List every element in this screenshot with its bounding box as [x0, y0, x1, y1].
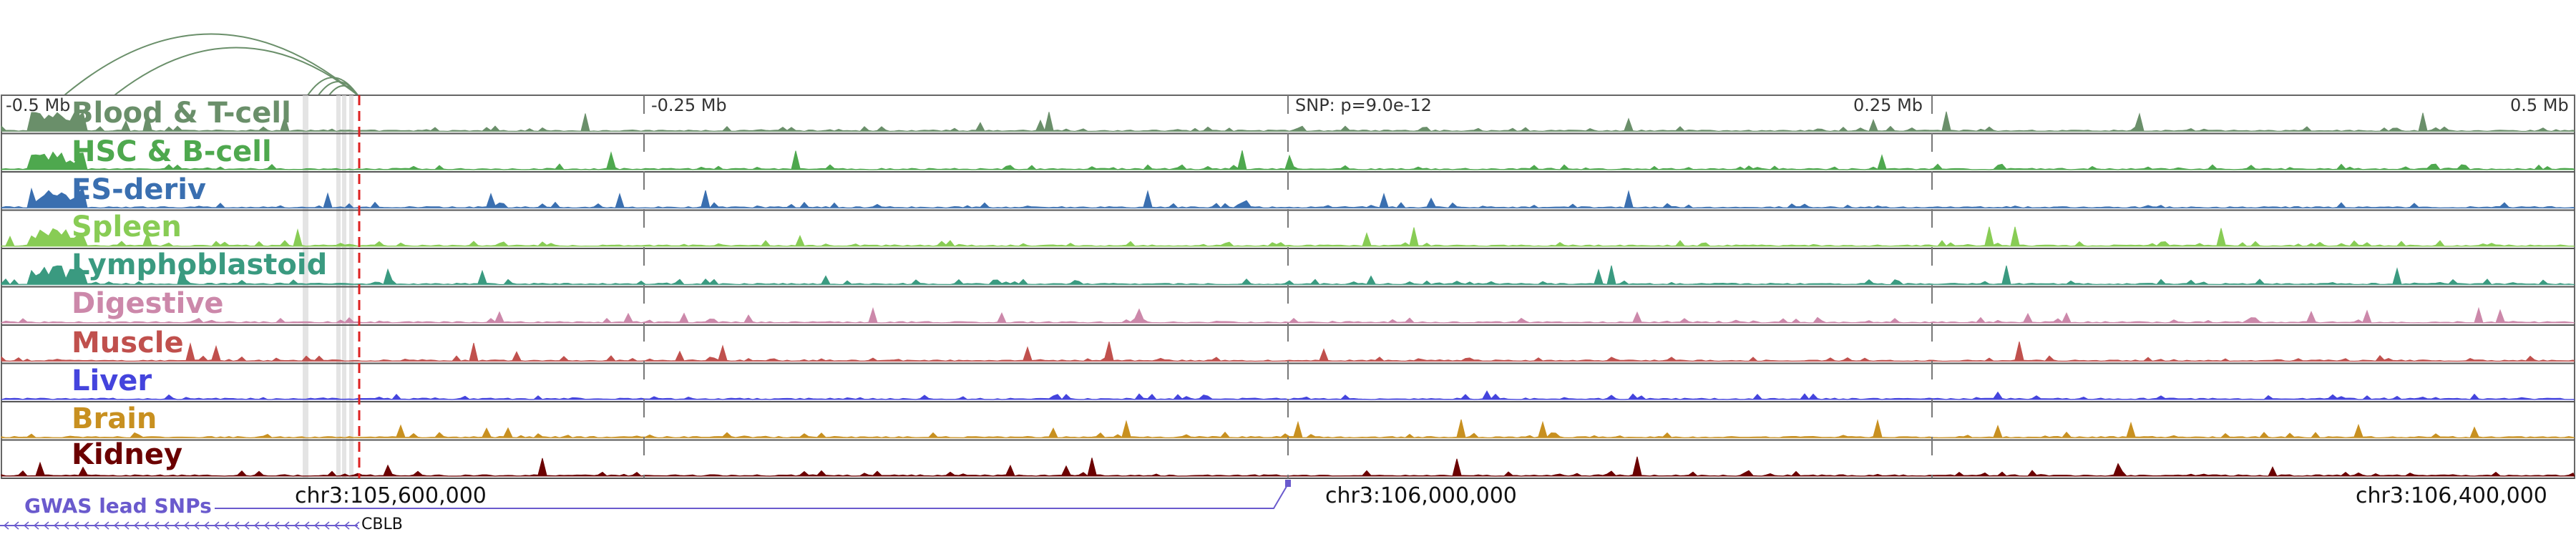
chromatin-loop-arc — [64, 33, 358, 96]
strand-arrow — [153, 521, 160, 530]
strand-arrow — [63, 521, 69, 530]
track-label-spleen[interactable]: Spleen — [72, 211, 182, 243]
track-label-digestive[interactable]: Digestive — [72, 287, 224, 320]
signal-track-1 — [1, 150, 2575, 170]
coordinate-label-right: chr3:106,400,000 — [2356, 483, 2547, 508]
strand-arrow — [243, 521, 250, 530]
strand-arrow — [73, 521, 79, 530]
signal-track-0 — [1, 111, 2575, 132]
strand-arrow — [23, 521, 29, 530]
strand-arrow — [303, 521, 310, 530]
strand-arrow — [253, 521, 260, 530]
track-label-kidney[interactable]: Kidney — [72, 438, 183, 471]
strand-arrow — [83, 521, 89, 530]
gene-label-cblb[interactable]: CBLB — [361, 516, 403, 533]
strand-arrow — [223, 521, 230, 530]
strand-arrow — [133, 521, 140, 530]
strand-arrow — [3, 521, 9, 530]
strand-arrow — [333, 521, 340, 530]
strand-arrow — [53, 521, 59, 530]
gwas-snp-marker — [1285, 480, 1291, 487]
gwas-connector-line — [215, 483, 1289, 509]
strand-arrow — [93, 521, 99, 530]
strand-arrow — [343, 521, 350, 530]
strand-arrow — [293, 521, 300, 530]
strand-arrow — [283, 521, 290, 530]
strand-arrow — [313, 521, 320, 530]
strand-arrow — [183, 521, 190, 530]
strand-arrow — [213, 521, 220, 530]
signal-track-7 — [1, 390, 2575, 400]
signal-track-4 — [1, 265, 2575, 286]
ruler-label-right: 0.5 Mb — [2510, 95, 2569, 115]
chromatin-loop-arc — [114, 47, 358, 96]
track-label-es-deriv[interactable]: ES-deriv — [72, 173, 207, 206]
strand-arrow — [203, 521, 210, 530]
strand-arrow — [143, 521, 150, 530]
strand-arrow — [113, 521, 119, 530]
ruler-label-snp: SNP: p=9.0e-12 — [1295, 95, 1432, 115]
strand-arrow — [103, 521, 109, 530]
coordinate-label-left: chr3:105,600,000 — [295, 483, 487, 508]
strand-arrow — [323, 521, 330, 530]
signal-track-2 — [1, 187, 2575, 209]
gwas-lead-snps-label[interactable]: GWAS lead SNPs — [24, 494, 212, 518]
strand-arrow — [353, 521, 360, 530]
track-label-blood-t-cell[interactable]: Blood & T-cell — [72, 97, 291, 130]
track-label-liver[interactable]: Liver — [72, 364, 152, 397]
track-label-muscle[interactable]: Muscle — [72, 326, 184, 359]
strand-arrow — [13, 521, 19, 530]
ruler-label-right-mid: 0.25 Mb — [1853, 95, 1923, 115]
strand-arrow — [233, 521, 240, 530]
signal-track-5 — [1, 306, 2575, 324]
chromatin-loop-arc — [328, 84, 358, 96]
strand-arrow — [263, 521, 270, 530]
track-label-hsc-b-cell[interactable]: HSC & B-cell — [72, 135, 272, 168]
strand-arrow — [193, 521, 200, 530]
signal-track-3 — [1, 226, 2575, 247]
strand-arrow — [173, 521, 180, 530]
signal-track-6 — [1, 341, 2575, 362]
strand-arrow — [273, 521, 280, 530]
signal-track-9 — [1, 456, 2575, 477]
signal-track-8 — [1, 419, 2575, 439]
strand-arrow — [43, 521, 49, 530]
strand-arrow — [123, 521, 130, 530]
coordinate-label-mid: chr3:106,000,000 — [1325, 483, 1517, 508]
track-label-lymphoblastoid[interactable]: Lymphoblastoid — [72, 248, 328, 281]
strand-arrow — [163, 521, 170, 530]
strand-arrow — [33, 521, 39, 530]
ruler-label-left: -0.5 Mb — [6, 95, 71, 115]
track-label-brain[interactable]: Brain — [72, 402, 157, 435]
ruler-label-left-mid: -0.25 Mb — [651, 95, 727, 115]
